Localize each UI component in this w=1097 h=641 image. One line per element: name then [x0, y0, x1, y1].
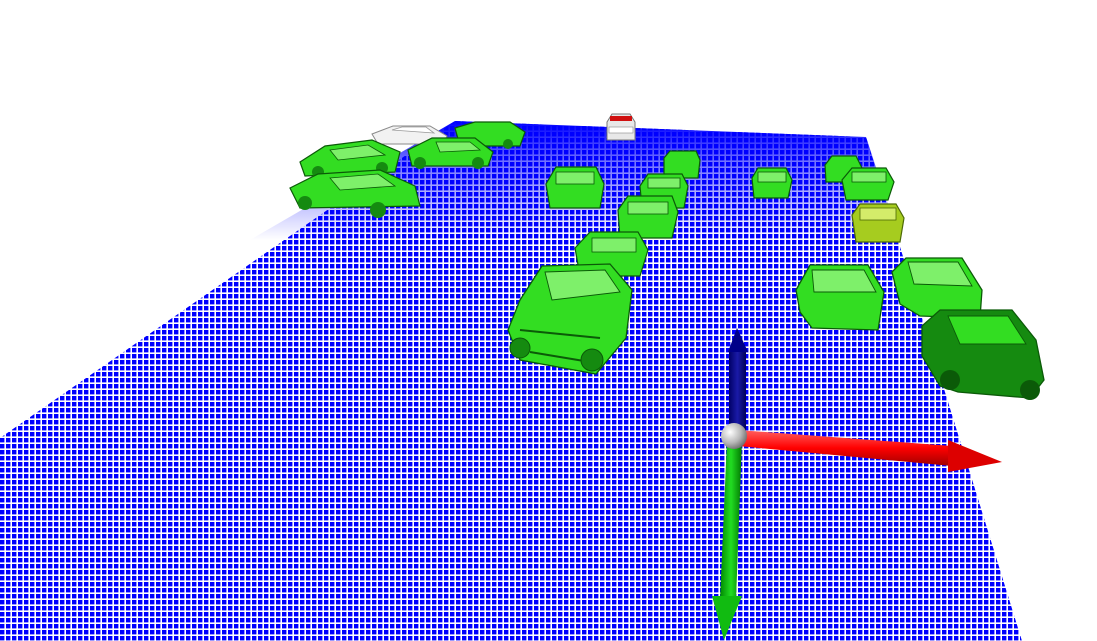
car-offroad	[507, 263, 633, 375]
car-yellow-green	[851, 203, 905, 243]
car-suv-9	[795, 264, 885, 331]
car-suv-8	[841, 167, 895, 201]
axes-gizmo[interactable]	[712, 328, 1002, 640]
vehicle-group	[289, 113, 1045, 400]
y-axis-arrow[interactable]	[712, 440, 742, 640]
car-dark-suv	[921, 309, 1045, 400]
car-suv-10	[891, 257, 983, 319]
car-red-far	[606, 113, 636, 141]
origin-sphere[interactable]	[721, 423, 747, 449]
x-axis-arrow[interactable]	[738, 430, 1002, 472]
car-sedan-4	[289, 169, 421, 218]
car-suv-1	[545, 166, 605, 209]
car-sedan-2	[299, 139, 401, 178]
car-suv-6	[751, 167, 793, 199]
z-axis-arrow[interactable]	[728, 328, 748, 436]
car-sedan-3	[407, 137, 494, 169]
